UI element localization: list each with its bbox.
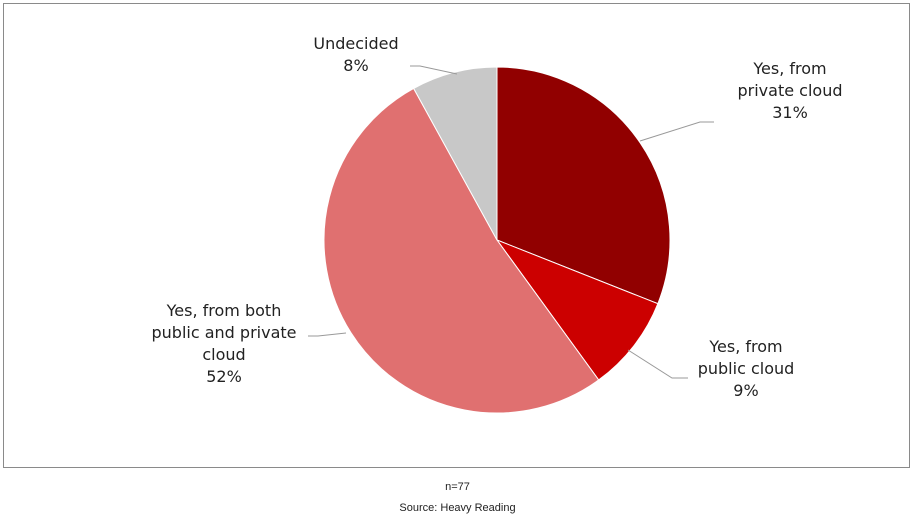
pie-slice [412,66,498,241]
pie-slice [495,238,659,381]
slice-label: Yes, from public cloud 9% [698,337,795,400]
slice-label: Yes, from private cloud 31% [738,59,843,122]
leader-line [639,121,714,142]
chart-frame [3,3,910,468]
source-note: Source: Heavy Reading [399,502,516,514]
leader-line [627,349,688,379]
sample-size: n=77 [445,481,470,493]
slice-label: Undecided 8% [313,34,398,75]
leader-line [308,332,347,337]
slice-label: Yes, from both public and private cloud 52% [152,301,297,386]
pie-slice [323,87,600,414]
leader-line [410,65,458,75]
pie-slice [496,66,671,305]
